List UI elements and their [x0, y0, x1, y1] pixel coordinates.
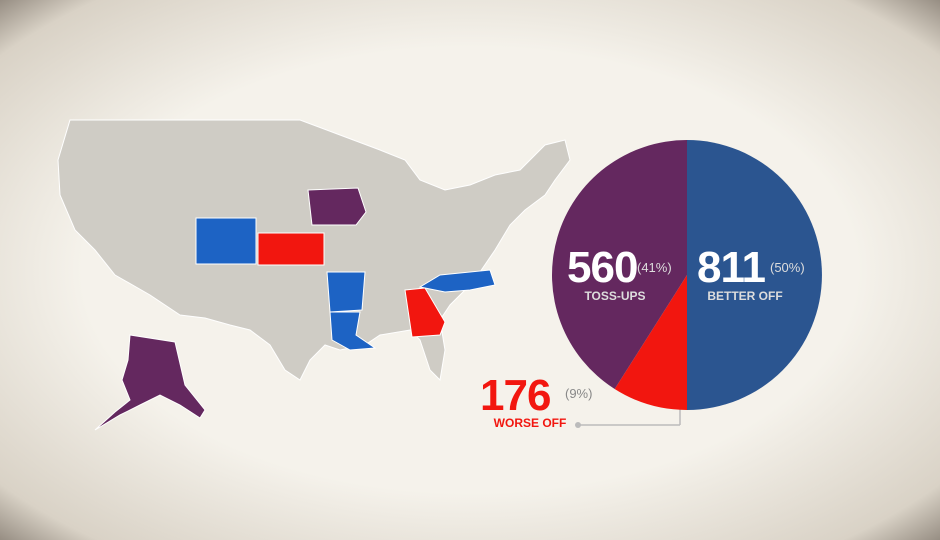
- leader-dot: [575, 422, 581, 428]
- category-label: WORSE OFF: [494, 416, 567, 430]
- percent-label: (41%): [637, 260, 672, 275]
- state-north-carolina: [418, 269, 496, 293]
- pie-slice: [551, 140, 687, 389]
- labels: 811 (50%) BETTER OFF 176 (9%) WORSE OFF 560 (41…: [480, 243, 805, 430]
- percent-label: (9%): [565, 386, 592, 401]
- state-kansas: [257, 232, 325, 266]
- state-louisiana: [329, 311, 377, 351]
- pie-slice: [614, 275, 687, 410]
- state-arkansas: [326, 271, 366, 313]
- count-label: 811: [697, 243, 766, 292]
- count-label: 176: [480, 371, 550, 420]
- pie-slice: [687, 140, 822, 410]
- count-label: 560: [567, 243, 637, 292]
- percent-label: (50%): [770, 260, 805, 275]
- state-alaska: [94, 334, 206, 431]
- pie: [551, 140, 822, 410]
- category-label: TOSS-UPS: [584, 289, 645, 303]
- state-iowa: [307, 187, 367, 226]
- state-georgia: [404, 287, 446, 338]
- state-colorado: [195, 217, 257, 265]
- us-map: [57, 119, 571, 431]
- category-label: BETTER OFF: [707, 289, 782, 303]
